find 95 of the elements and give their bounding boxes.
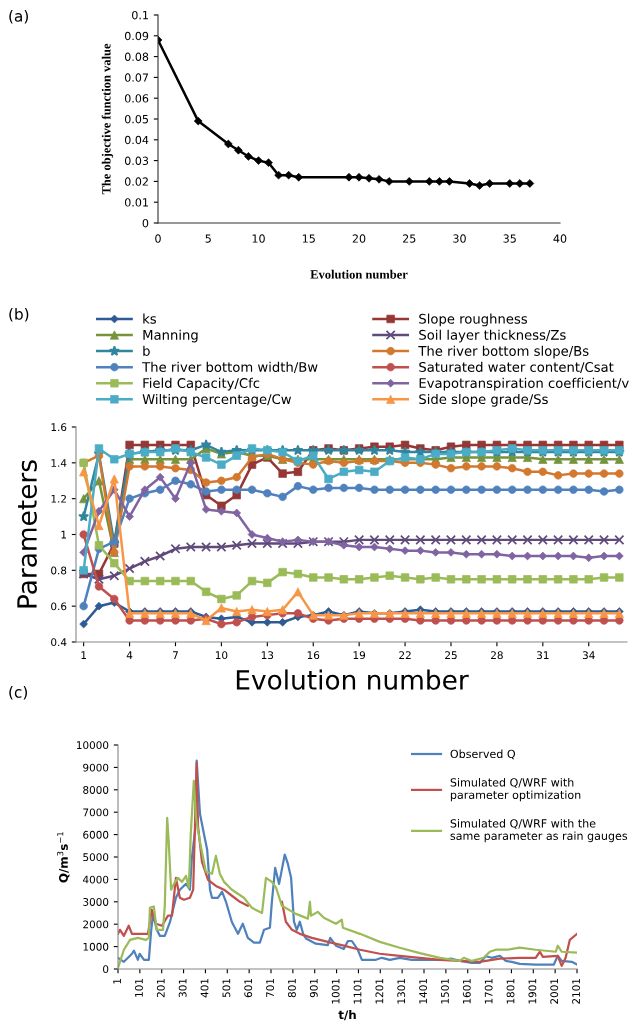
text: (c)	[9, 686, 28, 700]
x-tick-label: 28	[491, 651, 503, 660]
legend-label: Evapotranspiration coefficient/v	[419, 377, 629, 391]
x-tick-label: 501	[222, 978, 231, 998]
x-tick-label: 40	[553, 234, 567, 243]
y-tick-label: 0.1	[132, 10, 148, 20]
x-tick-label: 1	[113, 978, 121, 984]
y-tick-label: 0	[103, 965, 109, 974]
y-tick-label: 9000	[83, 763, 109, 772]
y-tick-label: 8000	[83, 786, 109, 794]
legend-label: Side slope grade/Ss	[419, 393, 548, 407]
x-tick-label: 201	[156, 978, 165, 998]
legend-label: Simulated Q/WRF with the same parameter as rain gauges	[450, 818, 628, 843]
x-tick-label: 4	[126, 651, 133, 659]
x-tick-label: 5	[205, 234, 211, 243]
x-tick-label: 1001	[331, 978, 340, 1004]
x-tick-label: 701	[266, 978, 275, 998]
x-tick-label: 20	[352, 234, 366, 243]
x-tick-label: 25	[402, 234, 416, 243]
x-tick-label: 101	[135, 978, 143, 997]
x-tick-label: 301	[178, 978, 187, 998]
legend-label: Soil layer thickness/Zs	[419, 329, 566, 343]
y-tick-label: 0.06	[124, 94, 149, 103]
y-tick-label: 0.01	[124, 198, 148, 207]
y-tick-label: 10000	[76, 741, 109, 750]
x-tick-label: 601	[244, 978, 253, 998]
y-tick-label: 0.03	[124, 156, 149, 165]
x-tick-label: 22	[399, 651, 411, 659]
y-tick-label: 6000	[83, 830, 109, 839]
legend-label: Wilting percentage/Cw	[142, 393, 291, 407]
y-tick-label: 5000	[83, 853, 109, 862]
legend-label: Slope roughness	[419, 313, 528, 327]
legend-label: Manning	[143, 329, 198, 343]
y-tick-label: 1000	[83, 942, 109, 951]
legend-label: The river bottom slope/Bs	[418, 345, 589, 359]
x-tick-label: 1301	[397, 978, 406, 1004]
x-tick-label: 0	[155, 234, 161, 243]
x-tick-label: 1201	[375, 978, 384, 1004]
x-tick-label: 1901	[528, 978, 537, 1004]
y-tick-label: 1.6	[51, 423, 67, 432]
y-tick-label: 2000	[83, 920, 109, 929]
y-axis-title: Parameters	[17, 460, 37, 608]
y-tick-label: 1.2	[51, 494, 66, 503]
y-tick-label: 0.09	[124, 31, 149, 41]
text: (b)	[9, 308, 29, 322]
x-tick-label: 34	[582, 651, 595, 660]
x-tick-label: 2101	[572, 978, 581, 1004]
y-tick-label: 0.02	[124, 177, 148, 186]
x-tick-label: 31	[536, 651, 549, 660]
y-axis-title: The objective function value	[101, 43, 114, 195]
x-tick-label: 1401	[419, 978, 428, 1004]
x-tick-label: 19	[353, 651, 366, 660]
legend-label: Observed Q	[450, 749, 516, 760]
x-tick-label: 1801	[506, 978, 515, 1004]
y-tick-label: 3000	[83, 898, 109, 906]
y-tick-label: 1	[61, 530, 67, 539]
legend-label: ks	[143, 313, 157, 324]
legend-label: Saturated water content/Csat	[419, 361, 614, 374]
x-tick-label: 2001	[550, 978, 559, 1004]
legend-label: Simulated Q/WRF with parameter optimization	[450, 777, 581, 802]
x-tick-label: 1601	[462, 978, 471, 1004]
y-tick-label: 7000	[83, 808, 109, 817]
y-tick-label: 0.07	[124, 73, 149, 82]
x-tick-label: 901	[309, 978, 318, 998]
y-tick-label: 0.6	[51, 602, 67, 611]
x-tick-label: 801	[288, 978, 296, 998]
y-tick-label: 0.04	[124, 135, 149, 145]
x-tick-label: 35	[503, 234, 516, 243]
y-tick-label: 0.05	[124, 114, 148, 124]
x-tick-label: 7	[173, 651, 178, 659]
x-axis-title: t/h	[338, 1010, 356, 1021]
x-tick-label: 16	[307, 651, 320, 660]
text: (a)	[9, 10, 28, 24]
legend-label: b	[143, 345, 150, 356]
y-tick-label: 0.4	[51, 638, 67, 647]
x-axis-title: Evolution number	[310, 269, 408, 279]
x-tick-label: 10	[215, 651, 228, 660]
x-axis-title: Evolution number	[236, 669, 469, 690]
x-tick-label: 13	[261, 651, 274, 660]
x-tick-label: 15	[302, 234, 315, 243]
x-tick-label: 1101	[353, 978, 362, 1004]
y-axis-title: Q/m$^{3}$s$^{−1}$	[57, 832, 70, 883]
x-tick-label: 30	[453, 234, 466, 243]
y-tick-label: 0.08	[124, 52, 149, 61]
x-tick-label: 401	[200, 978, 209, 998]
y-tick-label: 4000	[82, 875, 109, 884]
x-tick-label: 1501	[441, 978, 449, 1004]
x-tick-label: 25	[445, 651, 457, 660]
x-tick-label: 1701	[484, 978, 493, 1004]
y-tick-label: 0	[142, 218, 149, 228]
legend-label: Field Capacity/Cfc	[143, 377, 260, 391]
x-tick-label: 10	[252, 234, 265, 243]
y-tick-label: 0.8	[51, 566, 67, 575]
legend-label: The river bottom width/Bw	[142, 361, 318, 374]
y-tick-label: 1.4	[51, 459, 67, 467]
